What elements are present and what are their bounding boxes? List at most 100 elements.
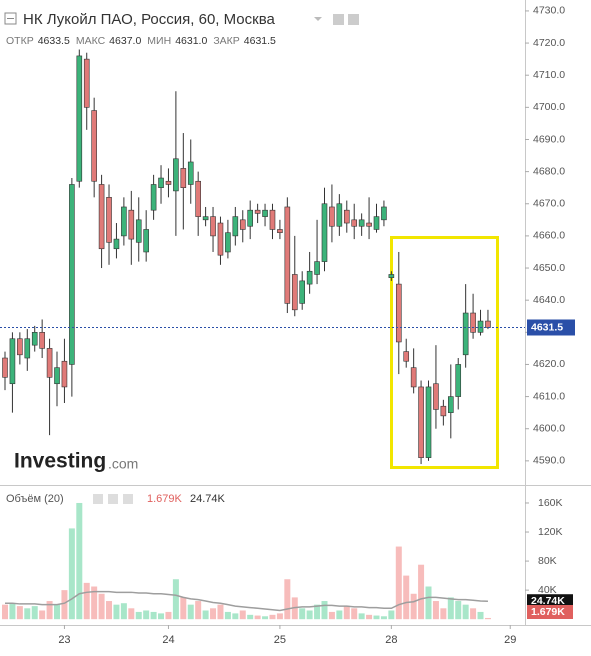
volume-bar [54,604,61,620]
volume-label: 1.679K [531,606,565,618]
candle-body [373,216,380,230]
menu-icon[interactable] [4,12,17,25]
candle-body [210,216,216,237]
volume-bar [98,593,105,620]
candle-body [143,229,149,253]
candle-body [314,261,320,275]
watermark-suffix: .com [108,456,138,472]
volume-bar [2,604,8,620]
candle-body [343,209,350,224]
chart-title: НК Лукойл ПАО, Россия, 60, Москва [23,11,275,28]
candle-body [128,209,135,240]
volume-bar [440,608,447,620]
candle-body [433,383,439,410]
volume-bar [470,608,477,620]
candle-body [217,222,224,256]
candle-body [440,405,447,417]
volume-bar [284,579,291,620]
y-tick-label: 160K [538,497,563,509]
y-tick-label: 40K [538,584,557,596]
candle-body [299,280,306,304]
volume-bar [120,603,127,620]
volume-bar [195,601,202,620]
volume-bar [306,610,313,620]
volume-bar [395,546,402,620]
candle-body [425,386,432,458]
stat-label: ЗАКР [213,35,239,47]
candle-body [46,348,53,378]
settings-icon[interactable] [108,494,118,504]
volume-bar [217,604,224,620]
settings-icon[interactable] [348,14,359,25]
volume-bar [46,601,53,620]
volume-bar [113,604,120,620]
volume-title: Объём (20) [6,493,64,505]
candle-body [358,219,365,227]
volume-bar [343,606,350,620]
candle-body [91,110,97,182]
candle-body [284,206,291,304]
volume-bar [16,606,23,620]
candle-body [150,184,157,211]
volume-bar [83,582,90,620]
y-tick-label: 4650.0 [533,262,565,274]
close-icon[interactable] [123,494,133,504]
candle-body [381,206,387,221]
volume-legend-value: 1.679K [147,493,183,505]
y-tick-label: 4730.0 [533,5,565,17]
candle-body [306,270,313,285]
candle-body [9,338,16,385]
candle-body [54,367,60,385]
eye-icon[interactable] [93,494,103,504]
volume-bar [68,528,75,620]
candle-body [247,209,253,227]
volume-bar [61,590,68,620]
settings-icon[interactable] [333,14,344,25]
candle-body [455,364,462,397]
volume-bar [299,608,306,620]
volume-bar [165,611,172,620]
dropdown-icon[interactable] [314,17,322,21]
y-tick-label: 4670.0 [533,198,565,210]
average-label: 24.74K [531,595,565,607]
candle-body [173,158,179,192]
volume-bar [187,604,194,620]
volume-average [5,590,488,612]
last-price-box [527,319,575,336]
volume-bar [455,601,462,620]
candle-body [277,229,283,233]
stat-value: 4631.5 [244,35,276,47]
y-tick-label: 4610.0 [533,390,565,402]
volume-box [527,605,573,619]
x-tick-label: 29 [504,634,516,646]
y-tick-label: 4590.0 [533,455,565,467]
stat-label: МИН [147,35,171,47]
volume-bar [351,608,358,620]
stat-value: 4633.5 [38,35,70,47]
volume-bar [366,614,373,620]
stat-label: МАКС [76,35,106,47]
volume-bar [210,608,217,620]
candle-body [83,58,90,108]
candle-body [98,184,105,250]
volume-bar [202,610,209,620]
volume-bar [239,610,246,620]
candle-body [121,206,127,237]
volume-bar [328,611,335,620]
volume-bar [247,614,254,620]
volume-bar [388,610,395,620]
candle-body [329,206,335,227]
candle-body [269,209,276,230]
volume-bar [158,613,165,620]
volume-bar [403,575,410,620]
highlight-box [390,236,499,469]
candle-body [225,232,231,253]
candle-body [254,209,261,214]
volume-bar [380,616,387,620]
candle-body [418,386,424,458]
candle-body [61,360,68,388]
volume-bar [462,604,469,620]
volume-bar [31,606,38,620]
volume-bar [76,502,83,620]
